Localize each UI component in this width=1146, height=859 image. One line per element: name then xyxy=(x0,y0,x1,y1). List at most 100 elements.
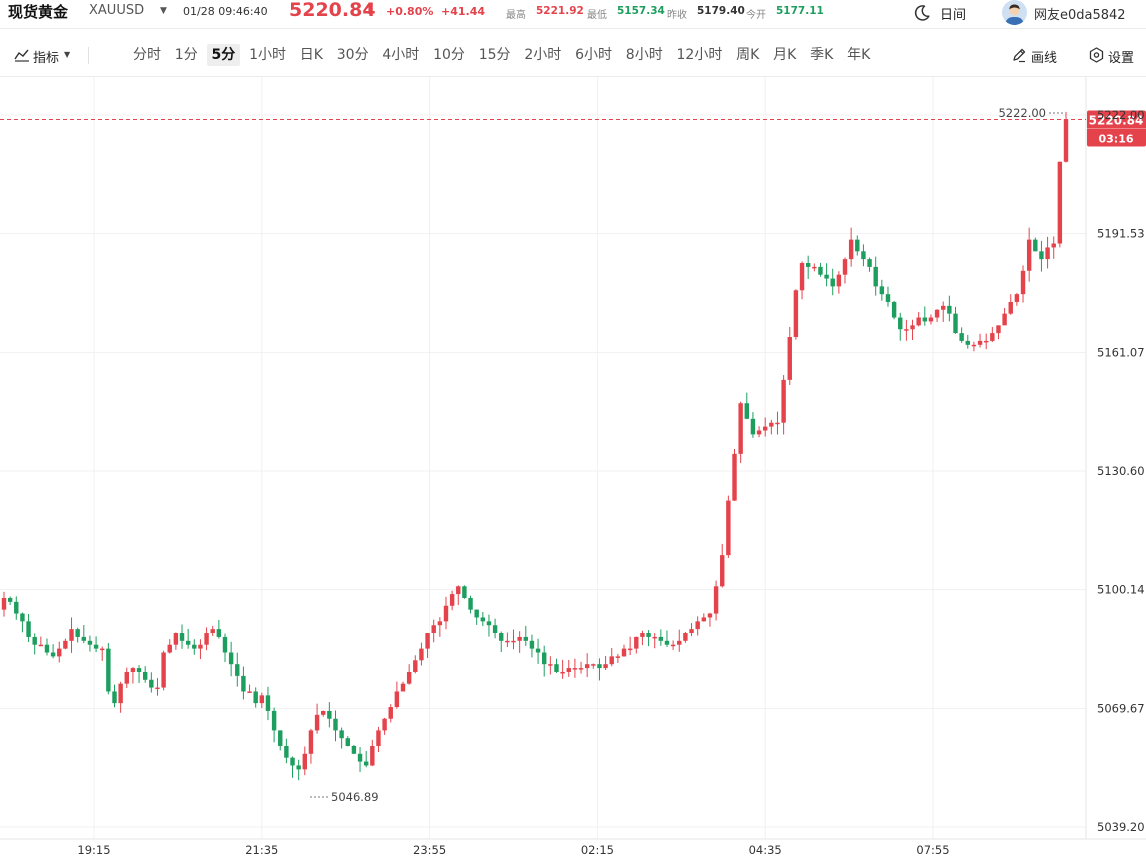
candle xyxy=(370,739,375,767)
open-value: 5177.11 xyxy=(776,5,824,17)
price-tick-label: 5161.07 xyxy=(1097,345,1145,359)
candle xyxy=(327,702,332,728)
candle xyxy=(793,289,799,340)
high-value: 5221.92 xyxy=(536,5,584,17)
candle xyxy=(769,419,774,435)
theme-toggle[interactable]: 日间 xyxy=(912,2,972,24)
open-label: 今开 xyxy=(746,10,766,21)
period-tab[interactable]: 4小时 xyxy=(382,47,420,63)
candle xyxy=(615,653,621,663)
candle xyxy=(167,639,172,654)
user-menu[interactable]: 网友e0da5842 xyxy=(1002,0,1142,26)
period-tab[interactable]: 周K xyxy=(736,47,760,63)
candle xyxy=(683,631,688,643)
time-tick-label: 21:35 xyxy=(245,843,278,857)
high-label: 最高 xyxy=(506,10,526,21)
period-tab[interactable]: 5分 xyxy=(206,44,241,66)
period-tab[interactable]: 日K xyxy=(299,47,323,63)
candle xyxy=(14,596,19,620)
candle xyxy=(413,655,418,674)
caret-down-icon[interactable]: ▼ xyxy=(160,6,167,16)
candle xyxy=(941,301,946,322)
candle xyxy=(1026,227,1032,282)
candle xyxy=(548,656,553,675)
candle xyxy=(7,596,13,605)
candle xyxy=(173,632,179,650)
price-markers: 5220.84 03:16 5222.00 5046.89 xyxy=(0,106,1146,804)
candle xyxy=(934,309,940,322)
low-marker-label: 5046.89 xyxy=(331,790,379,804)
period-tab[interactable]: 15分 xyxy=(478,47,511,63)
candle xyxy=(314,703,320,734)
candle xyxy=(898,312,903,341)
period-tab[interactable]: 1小时 xyxy=(249,47,286,63)
prev-close-label: 昨收 xyxy=(667,10,687,21)
candle xyxy=(333,710,338,742)
candle xyxy=(535,638,541,664)
period-tab[interactable]: 30分 xyxy=(336,47,369,63)
pen-icon xyxy=(1013,48,1026,63)
candle xyxy=(762,417,768,437)
time-axis: 19:15 21:35 23:55 02:15 04:35 07:55 xyxy=(77,843,949,857)
candle xyxy=(677,629,682,652)
period-tab[interactable]: 年K xyxy=(847,47,871,63)
period-tab[interactable]: 季K xyxy=(810,47,834,63)
candle xyxy=(879,279,885,301)
candle xyxy=(977,333,983,348)
avatar-icon xyxy=(1002,0,1027,25)
candle xyxy=(529,634,535,658)
draw-line-label: 画线 xyxy=(1031,51,1058,66)
period-tab[interactable]: 6小时 xyxy=(575,47,612,63)
period-tab[interactable]: 12小时 xyxy=(676,47,723,63)
period-tab[interactable]: 2小时 xyxy=(524,47,562,63)
price-tick-label: 5069.67 xyxy=(1097,701,1145,715)
candle xyxy=(523,625,529,647)
period-tab[interactable]: 月K xyxy=(773,47,797,63)
candle xyxy=(87,635,93,652)
candle xyxy=(486,614,492,637)
candlestick-chart[interactable]: 5220.84 03:16 5222.00 5046.89 5222.00 5191.5… xyxy=(0,77,1146,859)
period-tab[interactable]: 1分 xyxy=(174,47,198,63)
candle xyxy=(983,333,989,350)
candle xyxy=(20,612,25,633)
period-tab[interactable]: 分时 xyxy=(133,47,161,63)
candle xyxy=(278,730,283,751)
candle xyxy=(296,759,301,781)
candle xyxy=(50,644,56,659)
candles xyxy=(1,111,1069,781)
candle xyxy=(756,426,762,438)
grid-lines xyxy=(0,77,1086,839)
candle xyxy=(1051,236,1056,259)
settings-label: 设置 xyxy=(1108,51,1135,66)
candle xyxy=(738,401,743,463)
candle xyxy=(554,658,559,673)
candle xyxy=(100,646,105,661)
symbol-selector[interactable]: XAUUSD xyxy=(89,3,145,18)
candle xyxy=(904,319,909,341)
current-price-value: 5220.84 xyxy=(1089,114,1144,128)
candle xyxy=(824,263,829,287)
candle xyxy=(155,678,160,696)
candle xyxy=(32,633,37,655)
candle xyxy=(928,314,934,325)
candle xyxy=(1057,161,1063,248)
candle xyxy=(468,595,473,614)
candle xyxy=(652,633,657,649)
candle xyxy=(971,341,977,352)
candle xyxy=(947,295,952,322)
candle xyxy=(953,306,958,334)
candle xyxy=(192,639,197,655)
price-tick-label: 5100.14 xyxy=(1097,583,1145,597)
candle xyxy=(308,728,314,764)
candle xyxy=(235,652,240,687)
candle xyxy=(578,661,584,674)
moon-icon xyxy=(914,5,930,21)
period-tab[interactable]: 10分 xyxy=(433,47,465,63)
price-tick-label: 5039.20 xyxy=(1097,820,1145,834)
candle xyxy=(1063,111,1069,163)
candle xyxy=(345,736,350,747)
candle xyxy=(44,638,50,656)
candle xyxy=(69,617,74,653)
period-tab[interactable]: 8小时 xyxy=(625,47,663,63)
hexagon-settings-icon xyxy=(1089,47,1104,63)
